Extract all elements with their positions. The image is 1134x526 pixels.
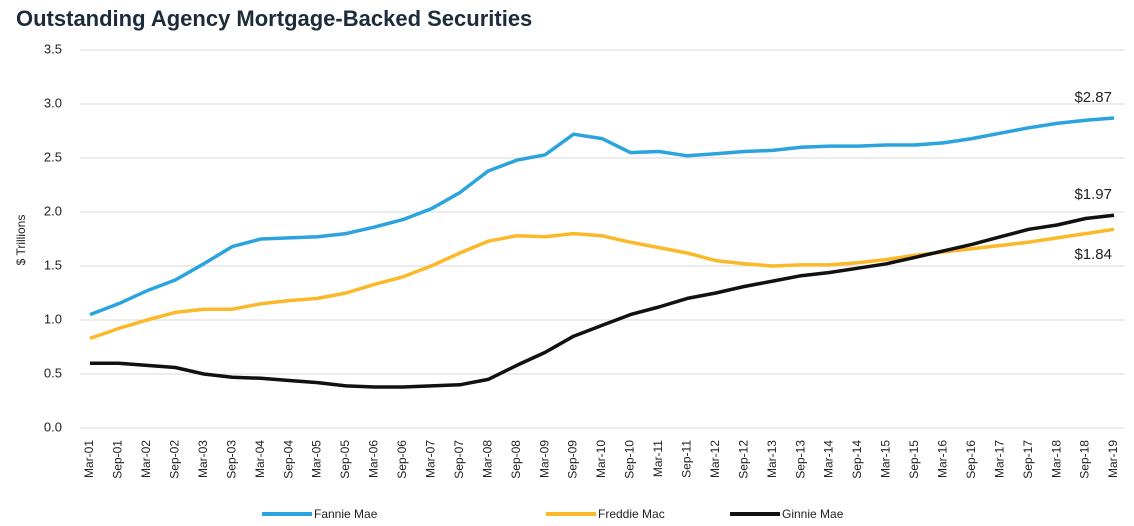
x-tick-label: Mar-19 <box>1106 440 1120 478</box>
x-tick-label: Mar-16 <box>936 440 950 478</box>
x-tick-label: Sep-07 <box>452 440 466 479</box>
x-tick-label: Sep-08 <box>509 440 523 479</box>
y-tick-label: 3.5 <box>44 41 62 56</box>
data-label: $1.97 <box>1074 186 1112 203</box>
x-tick-label: Sep-12 <box>736 440 750 479</box>
legend-label: Freddie Mac <box>598 507 665 521</box>
y-axis-label: $ Trillions <box>14 215 28 266</box>
x-tick-label: Mar-11 <box>651 440 665 477</box>
chart-title: Outstanding Agency Mortgage-Backed Secur… <box>16 6 532 31</box>
y-tick-label: 1.0 <box>44 311 62 326</box>
x-tick-label: Mar-01 <box>82 440 96 478</box>
y-tick-label: 0.0 <box>44 419 62 434</box>
x-tick-label: Mar-14 <box>822 440 836 478</box>
x-tick-label: Sep-18 <box>1078 440 1092 479</box>
x-tick-label: Mar-03 <box>196 440 210 478</box>
x-tick-label: Sep-10 <box>623 440 637 479</box>
legend-label: Ginnie Mae <box>782 507 844 521</box>
x-tick-label: Sep-04 <box>281 440 295 479</box>
series-line <box>90 213 1115 389</box>
x-tick-label: Mar-13 <box>765 440 779 478</box>
x-tick-label: Mar-05 <box>310 440 324 478</box>
x-tick-label: Sep-11 <box>680 440 694 478</box>
x-tick-label: Mar-04 <box>253 440 267 478</box>
x-tick-label: Mar-15 <box>879 440 893 478</box>
x-tick-label: Sep-09 <box>566 440 580 479</box>
x-tick-label: Sep-06 <box>395 440 409 479</box>
series-line <box>89 116 1115 317</box>
data-label: $1.84 <box>1074 246 1112 263</box>
x-tick-label: Mar-10 <box>594 440 608 478</box>
x-tick-label: Sep-05 <box>338 440 352 479</box>
legend-label: Fannie Mae <box>314 507 378 521</box>
x-tick-label: Sep-16 <box>964 440 978 479</box>
x-tick-label: Sep-15 <box>907 440 921 479</box>
x-tick-label: Sep-13 <box>793 440 807 479</box>
x-tick-label: Mar-08 <box>480 440 494 478</box>
x-tick-label: Mar-18 <box>1049 440 1063 478</box>
x-tick-label: Sep-17 <box>1021 440 1035 479</box>
x-tick-label: Mar-07 <box>424 440 438 478</box>
x-tick-label: Mar-06 <box>367 440 381 478</box>
x-tick-label: Mar-02 <box>139 440 153 478</box>
x-tick-label: Sep-02 <box>168 440 182 479</box>
y-tick-label: 2.5 <box>44 149 62 164</box>
y-tick-label: 0.5 <box>44 365 62 380</box>
x-tick-label: Sep-03 <box>224 440 238 479</box>
data-label: $2.87 <box>1074 89 1112 106</box>
y-tick-label: 2.0 <box>44 203 62 218</box>
x-tick-label: Sep-01 <box>111 440 125 479</box>
y-tick-label: 1.5 <box>44 257 62 272</box>
y-tick-label: 3.0 <box>44 95 62 110</box>
x-tick-label: Mar-09 <box>537 440 551 478</box>
x-tick-label: Mar-17 <box>992 440 1006 478</box>
x-tick-label: Mar-12 <box>708 440 722 478</box>
x-tick-label: Sep-14 <box>850 440 864 479</box>
